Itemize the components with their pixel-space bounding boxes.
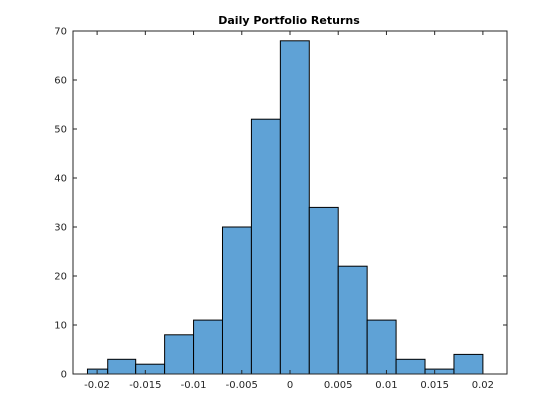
histogram-bar: [250, 118, 281, 375]
histogram-bar: [337, 265, 368, 375]
y-tick-label: 30: [54, 223, 67, 234]
histogram-bar: [453, 353, 484, 375]
y-tick-label: 60: [54, 76, 67, 87]
histogram-bar: [135, 363, 166, 375]
y-tick-label: 20: [54, 272, 67, 283]
x-tick-label: 0: [287, 380, 293, 391]
y-tick-label: 70: [54, 27, 67, 38]
y-tick-label: 0: [61, 370, 67, 381]
x-tick-label: 0.005: [324, 380, 353, 391]
histogram-bar: [107, 358, 137, 375]
x-tick-label: -0.01: [181, 380, 207, 391]
histogram-bars: [86, 40, 484, 375]
x-axis: -0.02 -0.015 -0.01 -0.005 0 0.005 0.01 0.015 0.0…: [84, 31, 494, 391]
x-tick-label: 0.015: [420, 380, 449, 391]
y-tick-label: 10: [54, 321, 67, 332]
x-tick-label: -0.005: [226, 380, 258, 391]
histogram-bar: [366, 319, 397, 375]
x-tick-label: -0.015: [129, 380, 161, 391]
x-tick-label: 0.02: [472, 380, 494, 391]
histogram-bar: [424, 368, 455, 375]
histogram-bar: [193, 319, 223, 375]
x-tick-label: 0.01: [375, 380, 397, 391]
y-axis: 0 10 20 30 40 50 60 70: [54, 27, 507, 381]
histogram-bar: [308, 206, 339, 375]
chart-title: Daily Portfolio Returns: [218, 14, 360, 27]
histogram-bar: [221, 226, 252, 375]
histogram-bar: [279, 40, 310, 375]
x-tick-label: -0.02: [84, 380, 110, 391]
histogram-bar: [395, 358, 426, 375]
y-tick-label: 50: [54, 125, 67, 136]
histogram-bar: [164, 334, 195, 375]
y-tick-label: 40: [54, 174, 67, 185]
